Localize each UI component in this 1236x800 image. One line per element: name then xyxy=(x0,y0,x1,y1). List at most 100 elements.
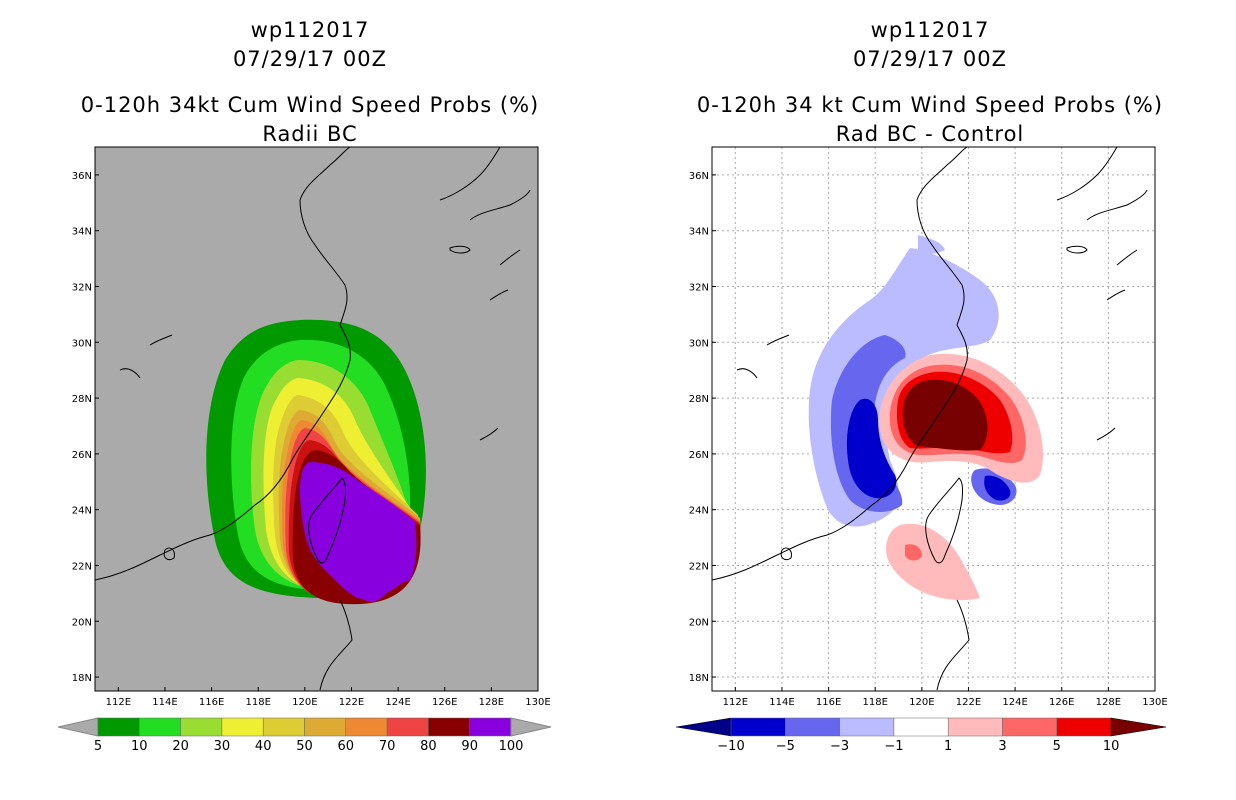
y-tick-label: 18N xyxy=(72,673,92,684)
colorbar-label: 3 xyxy=(998,739,1006,754)
colorbar-swatch xyxy=(180,717,223,737)
diff-contour-pos10 xyxy=(902,379,988,451)
colorbar-label: 5 xyxy=(1053,739,1061,754)
y-tick-label: 26N xyxy=(72,450,92,461)
x-tick-label: 116E xyxy=(199,697,224,708)
left-chart-title: 0-120h 34kt Cum Wind Speed Probs (%) xyxy=(80,93,540,117)
x-tick-label: 122E xyxy=(956,697,981,708)
left-ryukyu xyxy=(479,249,521,441)
colorbar-swatch xyxy=(345,717,388,737)
x-tick-label: 114E xyxy=(769,697,794,708)
y-tick-label: 34N xyxy=(689,227,709,238)
right-difference-field xyxy=(808,235,1043,601)
right-kyushu xyxy=(1066,245,1088,254)
y-tick-label: 26N xyxy=(689,450,709,461)
y-tick-label: 34N xyxy=(72,227,92,238)
colorbar-swatch xyxy=(221,717,264,737)
y-tick-label: 20N xyxy=(72,617,92,628)
colorbar-swatch xyxy=(428,717,470,737)
colorbar-swatch xyxy=(839,717,895,737)
right-storm-id: wp112017 xyxy=(870,18,990,42)
colorbar-swatch xyxy=(262,717,305,737)
left-coastlines xyxy=(95,147,531,691)
right-panel-title-block: wp112017 07/29/17 00Z 0-120h 34 kt Cum W… xyxy=(640,16,1220,149)
x-tick-label: 130E xyxy=(525,697,550,708)
y-tick-label: 32N xyxy=(689,282,709,293)
left-hainan-islands xyxy=(119,334,175,561)
colorbar-swatch xyxy=(304,717,347,737)
left-luzon xyxy=(319,599,353,691)
prob-contour-100 xyxy=(300,462,417,603)
left-chart-subtitle: Radii BC xyxy=(262,122,358,146)
x-tick-label: 128E xyxy=(1096,697,1121,708)
right-china-coast xyxy=(712,147,968,581)
diff-south-pos1 xyxy=(886,523,980,601)
x-tick-label: 118E xyxy=(246,697,271,708)
colorbar-swatch xyxy=(893,717,949,737)
colorbar-label: 10 xyxy=(1103,739,1120,754)
x-tick-label: 112E xyxy=(723,697,748,708)
colorbar-swatch xyxy=(730,717,786,737)
y-tick-label: 30N xyxy=(72,338,92,349)
x-tick-label: 128E xyxy=(479,697,504,708)
y-tick-label: 36N xyxy=(689,171,709,182)
x-tick-label: 124E xyxy=(385,697,410,708)
right-chart-subtitle: Rad BC - Control xyxy=(835,122,1025,146)
y-tick-label: 30N xyxy=(689,338,709,349)
y-tick-label: 28N xyxy=(689,394,709,405)
colorbar-label: 20 xyxy=(172,739,189,754)
colorbar-right-arrow xyxy=(1110,717,1167,737)
x-tick-label: 126E xyxy=(432,697,457,708)
x-tick-label: 120E xyxy=(909,697,934,708)
left-china-coast xyxy=(95,147,351,581)
y-tick-label: 24N xyxy=(72,506,92,517)
x-tick-label: 122E xyxy=(339,697,364,708)
right-map-frame xyxy=(711,146,1156,692)
y-tick-label: 18N xyxy=(689,673,709,684)
y-tick-label: 22N xyxy=(689,561,709,572)
colorbar-label: −1 xyxy=(884,739,903,754)
right-date: 07/29/17 00Z xyxy=(852,47,1008,71)
right-hainan-islands xyxy=(736,334,792,561)
colorbar-label: 50 xyxy=(296,739,313,754)
x-tick-label: 130E xyxy=(1142,697,1167,708)
x-tick-label: 126E xyxy=(1049,697,1074,708)
right-korea-coast xyxy=(1056,147,1148,221)
left-panel-title-block: wp112017 07/29/17 00Z 0-120h 34kt Cum Wi… xyxy=(20,16,600,149)
diff-taiwan-east-neg5 xyxy=(984,475,1011,501)
y-tick-label: 22N xyxy=(72,561,92,572)
colorbar-label: 70 xyxy=(379,739,396,754)
colorbar-label: 5 xyxy=(94,739,102,754)
colorbar-swatch xyxy=(947,717,1003,737)
left-taiwan xyxy=(308,477,347,564)
y-tick-label: 28N xyxy=(72,394,92,405)
colorbar-label: 30 xyxy=(214,739,231,754)
right-taiwan xyxy=(925,477,964,564)
colorbar-label: −5 xyxy=(776,739,795,754)
y-tick-label: 20N xyxy=(689,617,709,628)
diff-contour-neg5 xyxy=(846,398,897,499)
colorbar-label: 90 xyxy=(461,739,478,754)
colorbar-label: 80 xyxy=(420,739,437,754)
colorbar-label: 10 xyxy=(131,739,148,754)
left-korea-coast xyxy=(439,147,531,221)
colorbar-label: 60 xyxy=(338,739,355,754)
colorbar-swatch xyxy=(1056,717,1112,737)
diff-south-pos3 xyxy=(905,544,922,561)
colorbar-left-arrow xyxy=(675,717,732,737)
colorbar-swatch xyxy=(139,717,181,737)
colorbar-left-arrow xyxy=(57,717,99,737)
x-tick-label: 124E xyxy=(1002,697,1027,708)
colorbar-swatch xyxy=(785,717,840,737)
x-tick-label: 118E xyxy=(863,697,888,708)
colorbar-swatch xyxy=(97,717,140,737)
colorbar-swatch xyxy=(469,717,512,737)
y-tick-label: 36N xyxy=(72,171,92,182)
right-colorbar: −10 −5 −3 −1 1 3 5 10 xyxy=(675,717,1167,754)
colorbar-swatch xyxy=(1002,717,1058,737)
y-tick-label: 24N xyxy=(689,506,709,517)
x-tick-label: 114E xyxy=(152,697,177,708)
left-kyushu xyxy=(449,245,471,254)
colorbar-label: 40 xyxy=(255,739,272,754)
